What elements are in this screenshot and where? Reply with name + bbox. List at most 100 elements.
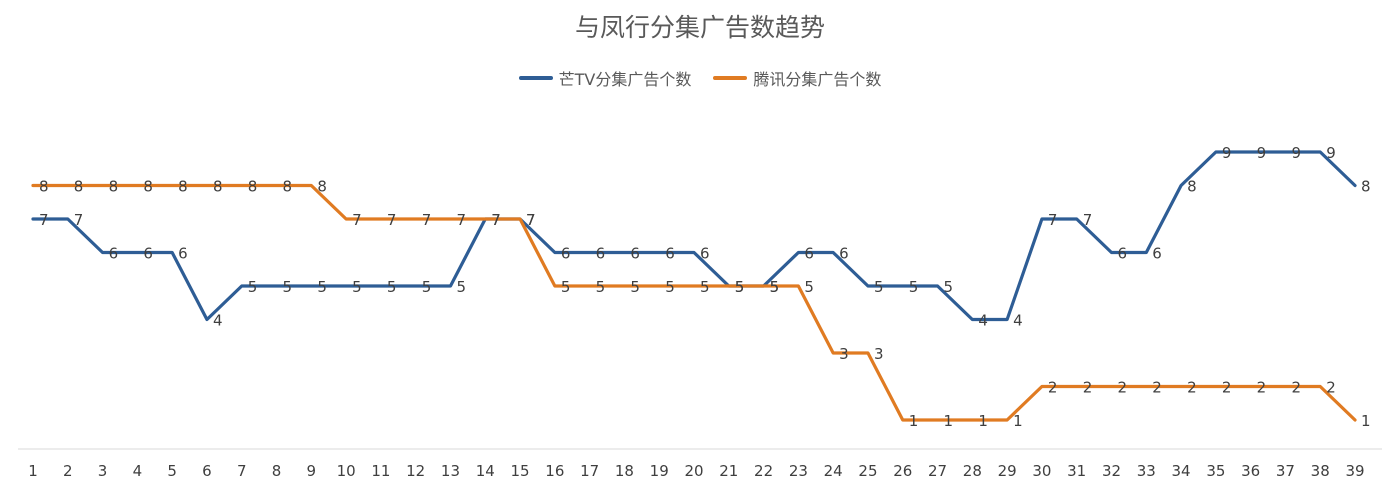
data-label: 5 — [317, 278, 327, 296]
data-label: 5 — [630, 278, 640, 296]
x-tick-label: 6 — [202, 462, 212, 480]
data-label: 9 — [1291, 144, 1301, 162]
data-label: 2 — [1222, 379, 1232, 397]
data-label: 7 — [74, 211, 84, 229]
data-label: 6 — [561, 245, 571, 263]
data-label: 9 — [1222, 144, 1232, 162]
data-label: 5 — [874, 278, 884, 296]
legend-item-mango[interactable]: 芒TV分集广告个数 — [518, 66, 692, 90]
x-tick-label: 32 — [1102, 462, 1121, 480]
x-tick-label: 10 — [337, 462, 356, 480]
data-label: 5 — [735, 278, 745, 296]
data-label: 8 — [1361, 178, 1371, 196]
data-label: 5 — [561, 278, 571, 296]
data-label: 5 — [248, 278, 258, 296]
x-tick-label: 14 — [476, 462, 495, 480]
data-label: 1 — [909, 412, 919, 430]
data-label: 5 — [770, 278, 780, 296]
series-line-0 — [31, 150, 1357, 322]
legend: 芒TV分集广告个数 腾讯分集广告个数 — [0, 66, 1400, 90]
data-label: 6 — [109, 245, 119, 263]
x-tick-label: 7 — [237, 462, 247, 480]
data-label: 7 — [526, 211, 536, 229]
x-tick-label: 26 — [893, 462, 912, 480]
x-tick-label: 21 — [719, 462, 738, 480]
data-label: 2 — [1187, 379, 1197, 397]
x-tick-label: 28 — [963, 462, 982, 480]
data-label: 8 — [109, 178, 119, 196]
x-tick-label: 3 — [98, 462, 108, 480]
x-tick-label: 24 — [824, 462, 843, 480]
data-label: 8 — [143, 178, 153, 196]
data-label: 5 — [770, 278, 780, 296]
data-label: 2 — [1257, 379, 1267, 397]
legend-item-tencent[interactable]: 腾讯分集广告个数 — [713, 66, 881, 90]
data-label: 5 — [665, 278, 675, 296]
data-label: 8 — [74, 178, 84, 196]
data-label: 6 — [596, 245, 606, 263]
x-tick-label: 20 — [684, 462, 703, 480]
x-tick-label: 8 — [272, 462, 282, 480]
x-tick-label: 39 — [1345, 462, 1364, 480]
data-label: 8 — [1187, 178, 1197, 196]
x-tick-label: 23 — [789, 462, 808, 480]
data-label: 8 — [248, 178, 258, 196]
x-tick-label: 12 — [406, 462, 425, 480]
x-tick-label: 16 — [545, 462, 564, 480]
x-tick-label: 36 — [1241, 462, 1260, 480]
legend-label-mango: 芒TV分集广告个数 — [558, 70, 692, 89]
data-label: 6 — [839, 245, 849, 263]
data-label: 6 — [804, 245, 814, 263]
data-label: 6 — [630, 245, 640, 263]
series-line-1 — [31, 183, 1357, 422]
data-label: 2 — [1152, 379, 1162, 397]
data-label: 8 — [283, 178, 293, 196]
data-label: 8 — [213, 178, 223, 196]
data-label: 5 — [909, 278, 919, 296]
x-tick-label: 31 — [1067, 462, 1086, 480]
data-label: 4 — [978, 312, 988, 330]
data-label: 7 — [491, 211, 501, 229]
data-label: 5 — [596, 278, 606, 296]
data-label: 8 — [178, 178, 188, 196]
legend-swatch-tencent — [713, 76, 748, 80]
x-tick-label: 33 — [1137, 462, 1156, 480]
x-tick-label: 1 — [28, 462, 38, 480]
data-label: 2 — [1326, 379, 1336, 397]
data-label: 5 — [422, 278, 432, 296]
data-label: 5 — [804, 278, 814, 296]
x-tick-label: 18 — [615, 462, 634, 480]
data-label: 9 — [1257, 144, 1267, 162]
data-label: 9 — [1326, 144, 1336, 162]
x-tick-label: 30 — [1032, 462, 1051, 480]
data-label: 7 — [456, 211, 466, 229]
data-label: 7 — [352, 211, 362, 229]
x-tick-label: 19 — [650, 462, 669, 480]
data-label: 7 — [387, 211, 397, 229]
data-label: 5 — [700, 278, 710, 296]
data-label: 1 — [978, 412, 988, 430]
data-label: 6 — [1117, 245, 1127, 263]
data-label: 7 — [491, 211, 501, 229]
data-label: 1 — [944, 412, 954, 430]
data-label: 3 — [839, 345, 849, 363]
x-tick-label: 35 — [1206, 462, 1225, 480]
data-label: 1 — [1013, 412, 1023, 430]
x-tick-label: 13 — [441, 462, 460, 480]
x-tick-label: 17 — [580, 462, 599, 480]
data-label: 2 — [1291, 379, 1301, 397]
x-tick-label: 15 — [511, 462, 530, 480]
data-label: 6 — [665, 245, 675, 263]
data-label: 6 — [700, 245, 710, 263]
x-tick-label: 9 — [307, 462, 317, 480]
data-label: 3 — [874, 345, 884, 363]
x-tick-label: 2 — [63, 462, 73, 480]
data-label: 5 — [352, 278, 362, 296]
data-label: 5 — [387, 278, 397, 296]
x-tick-label: 38 — [1311, 462, 1330, 480]
data-label: 6 — [143, 245, 153, 263]
data-label: 5 — [944, 278, 954, 296]
data-label: 5 — [735, 278, 745, 296]
chart-title: 与凤行分集广告数趋势 — [574, 13, 825, 42]
